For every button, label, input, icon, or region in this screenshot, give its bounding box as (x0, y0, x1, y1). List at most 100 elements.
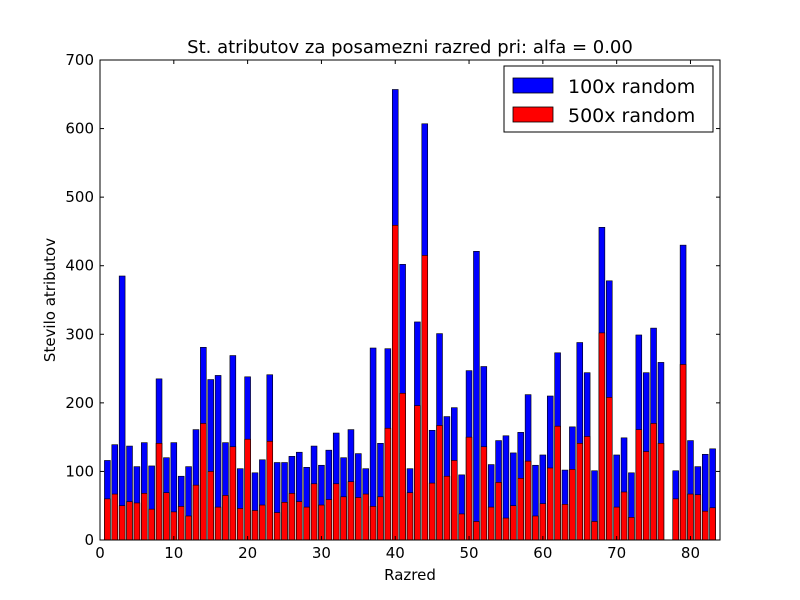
bar-series-500x-6 (141, 493, 148, 541)
bar-series-500x-79 (679, 364, 687, 541)
legend-label-1: 500x random (568, 105, 695, 127)
bar-series-500x-73 (635, 429, 643, 541)
bar-series-500x-21 (251, 510, 259, 541)
bar-series-500x-7 (148, 508, 155, 541)
bar-series-500x-1 (104, 498, 111, 541)
bar-series-500x-37 (369, 506, 377, 541)
y-tick-label: 700 (65, 51, 94, 69)
bar-series-500x-76 (657, 443, 665, 541)
bar-series-500x-20 (244, 438, 251, 541)
bar-series-500x-82 (701, 510, 709, 541)
bar-series-500x-57 (517, 477, 524, 541)
bar-series-500x-38 (377, 496, 384, 541)
bar-series-500x-26 (288, 493, 296, 541)
y-tick-label: 400 (65, 257, 94, 275)
bar-series-500x-12 (185, 515, 192, 541)
x-tick-label: 20 (238, 544, 257, 562)
bar-series-500x-31 (325, 499, 333, 541)
bar-series-500x-2 (111, 493, 119, 541)
y-tick-label: 0 (84, 531, 94, 549)
bar-series-500x-13 (192, 484, 200, 541)
bar-series-500x-74 (642, 451, 650, 541)
legend-swatch-0 (512, 77, 554, 94)
y-tick-label: 600 (65, 120, 94, 138)
x-tick-label: 30 (312, 544, 331, 562)
bar-series-500x-65 (576, 443, 584, 541)
bar-series-500x-5 (133, 502, 141, 541)
bar-series-500x-61 (546, 467, 554, 541)
bar-series-500x-80 (687, 493, 694, 541)
y-axis-ticks: 0 100 200 300 400 500 600 700 (65, 51, 720, 549)
legend-label-0: 100x random (568, 76, 695, 98)
bar-series-500x-64 (569, 469, 576, 541)
bar-series-500x-16 (214, 506, 222, 541)
chart-title: St. atributov za posamezni razred pri: a… (187, 37, 633, 58)
bar-series-500x-43 (414, 405, 421, 541)
bar-series-500x-46 (436, 425, 443, 541)
bar-series-500x-27 (296, 501, 303, 541)
bar-series-100x-3 (118, 275, 126, 541)
bar-series-500x-71 (620, 491, 628, 541)
bar-series-500x-23 (266, 440, 274, 541)
y-tick-label: 200 (65, 394, 94, 412)
bar-series-500x-48 (451, 460, 458, 541)
bar-series-500x-69 (606, 397, 613, 541)
bar-series-500x-17 (222, 495, 229, 541)
bar-series-500x-32 (332, 483, 340, 541)
bar-series-500x-28 (303, 506, 310, 541)
bar-series-500x-55 (502, 517, 510, 541)
bar-series-500x-15 (207, 471, 214, 541)
x-tick-label: 0 (95, 544, 105, 562)
bar-series-500x-19 (236, 508, 244, 541)
bar-series-500x-33 (340, 496, 347, 541)
bar-series-500x-66 (583, 436, 591, 541)
bar-series-500x-68 (598, 332, 606, 541)
bar-series-500x-18 (229, 446, 237, 541)
y-tick-label: 100 (65, 462, 94, 480)
bar-series-500x-24 (273, 512, 281, 541)
x-tick-label: 50 (460, 544, 479, 562)
y-axis-label: Stevilo atributov (41, 238, 59, 362)
bar-series-500x-83 (709, 507, 716, 541)
bar-series-500x-40 (391, 224, 399, 541)
bar-series-500x-41 (399, 392, 406, 541)
bar-series-500x-35 (355, 497, 362, 541)
legend: 100x random 500x random (503, 65, 714, 133)
y-tick-label: 300 (65, 325, 94, 343)
bar-series-500x-11 (177, 506, 185, 541)
bar-series-500x-51 (473, 521, 480, 541)
bar-series-500x-52 (480, 446, 488, 541)
bar-series-500x-53 (487, 506, 495, 541)
x-tick-label: 60 (533, 544, 552, 562)
bar-series-500x-67 (591, 521, 598, 541)
bar-series-500x-34 (347, 481, 355, 541)
x-tick-label: 40 (386, 544, 405, 562)
bar-series-500x-30 (318, 504, 325, 541)
x-tick-label: 10 (164, 544, 183, 562)
bar-series-500x-25 (281, 501, 288, 541)
bar-series-500x-59 (532, 515, 539, 541)
bar-series-500x-4 (126, 501, 133, 541)
bar-series-100x-51 (473, 251, 480, 541)
bar-series-500x-54 (495, 482, 502, 541)
bar-series-500x-81 (694, 494, 702, 541)
bar-series-500x-22 (259, 504, 266, 541)
bar-series-500x-14 (200, 423, 207, 541)
bar-series-500x-78 (672, 498, 679, 541)
bar-series-500x-3 (118, 505, 126, 541)
bar-series-500x-70 (613, 506, 620, 541)
bar-series-500x-72 (628, 517, 635, 541)
y-tick-label: 500 (65, 188, 94, 206)
bar-series-500x-56 (510, 505, 517, 541)
plot-frame (99, 59, 721, 541)
bar-series-500x-60 (539, 503, 547, 541)
x-axis-label: Razred (384, 566, 436, 584)
bar-series-500x-50 (465, 436, 473, 541)
bar-series-500x-45 (428, 482, 436, 541)
bar-series-500x-8 (155, 443, 163, 541)
bar-series-500x-58 (524, 460, 532, 541)
bar-series-500x-9 (163, 492, 170, 541)
x-axis-ticks: 0 10 20 30 40 50 60 70 80 (95, 60, 700, 562)
x-tick-label: 70 (607, 544, 626, 562)
